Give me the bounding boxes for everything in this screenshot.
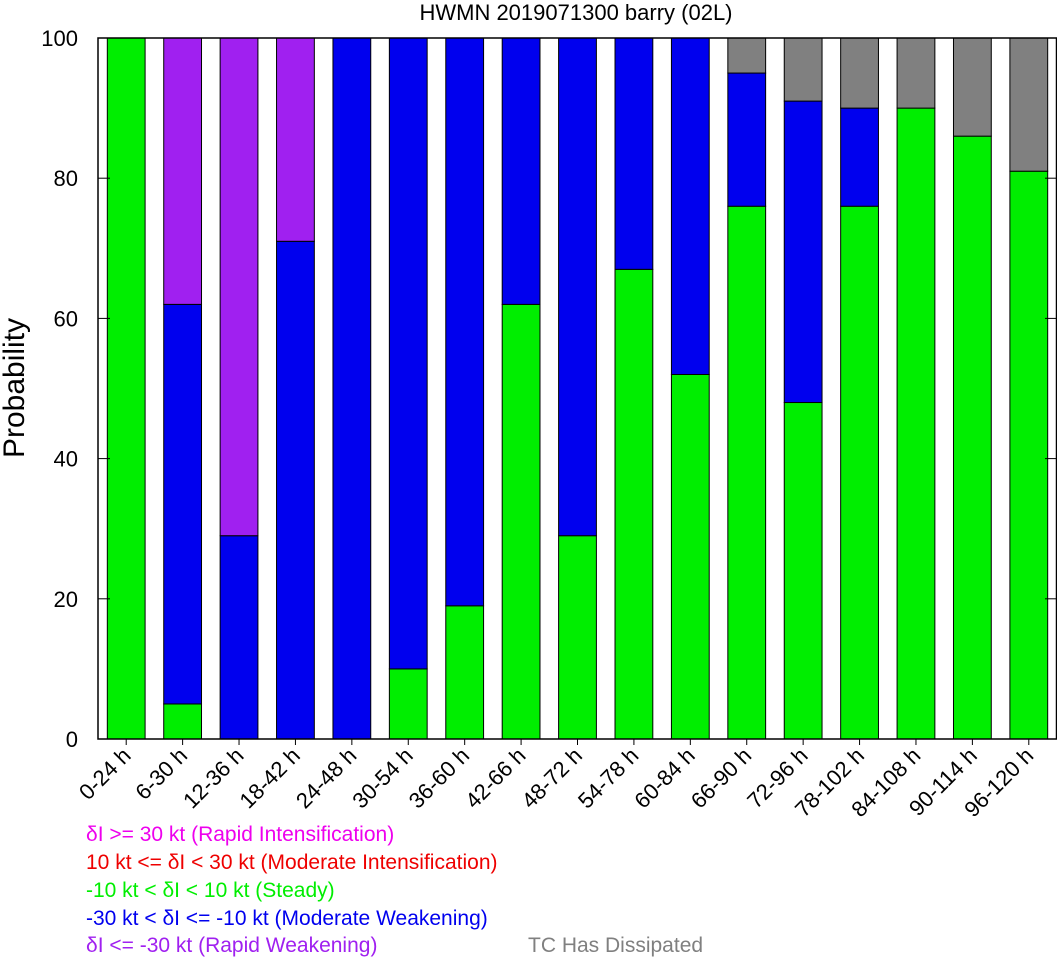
- legend-entry: 10 kt <= δI < 30 kt (Moderate Intensific…: [86, 851, 498, 874]
- bar-segment-9-0: [614, 268, 654, 740]
- y-tick-label: 40: [54, 447, 78, 472]
- bar-segment-6-0: [445, 605, 485, 740]
- bar-segment-12-3: [783, 37, 823, 102]
- bar-segment-11-1: [727, 72, 767, 207]
- bar-segment-4-1: [332, 37, 372, 740]
- legend-entry: δI >= 30 kt (Rapid Intensification): [86, 823, 394, 846]
- x-tick-label: 36-60 h: [404, 743, 474, 813]
- legend: δI >= 30 kt (Rapid Intensification) 10 kt…: [86, 823, 703, 957]
- x-tick-label: 12-36 h: [178, 743, 248, 813]
- bar-segment-12-1: [783, 100, 823, 404]
- bar-segment-1-0: [163, 703, 203, 740]
- bar-segment-15-3: [952, 37, 992, 137]
- bar-segment-10-1: [670, 37, 710, 375]
- x-tick-label: 0-24 h: [74, 743, 136, 805]
- y-tick-label: 60: [54, 306, 78, 331]
- bar-segment-14-0: [896, 107, 936, 740]
- bar-segment-2-1: [219, 535, 259, 740]
- bar-segment-12-0: [783, 402, 823, 740]
- bar-segment-14-3: [896, 37, 936, 109]
- x-tick-label: 60-84 h: [629, 743, 699, 813]
- legend-entry: -30 kt < δI <= -10 kt (Moderate Weakenin…: [86, 907, 488, 930]
- x-tick-label: 42-66 h: [460, 743, 530, 813]
- bars-layer: [106, 37, 1049, 740]
- bar-segment-16-0: [1009, 170, 1049, 740]
- bar-segment-7-1: [501, 37, 541, 305]
- bar-segment-13-3: [840, 37, 879, 109]
- bar-segment-2-2: [219, 37, 259, 537]
- bar-segment-3-2: [276, 37, 315, 242]
- bar-segment-8-1: [558, 37, 597, 537]
- bar-segment-1-1: [163, 303, 203, 705]
- x-tick-label: 66-90 h: [686, 743, 756, 813]
- bar-segment-15-0: [952, 135, 992, 740]
- y-tick-label: 0: [66, 727, 78, 752]
- x-tick-label: 54-78 h: [573, 743, 643, 813]
- legend-entry: δI <= -30 kt (Rapid Weakening): [86, 934, 377, 957]
- bar-segment-0-0: [106, 37, 146, 740]
- y-tick-label: 100: [41, 26, 78, 51]
- y-tick-label: 80: [54, 166, 78, 191]
- x-tick-label: 18-42 h: [235, 743, 305, 813]
- bar-segment-5-1: [388, 37, 428, 670]
- y-tick-label: 20: [54, 587, 78, 612]
- bar-segment-11-3: [727, 37, 767, 74]
- x-tick-label: 24-48 h: [291, 743, 361, 813]
- bar-segment-13-1: [840, 107, 879, 207]
- legend-entry: TC Has Dissipated: [528, 934, 703, 957]
- bar-segment-7-0: [501, 303, 541, 740]
- bar-segment-9-1: [614, 37, 654, 270]
- bar-segment-10-0: [670, 373, 710, 740]
- bar-segment-6-1: [445, 37, 485, 607]
- x-tick-label: 30-54 h: [347, 743, 417, 813]
- bar-segment-5-0: [388, 668, 428, 740]
- bar-segment-16-3: [1009, 37, 1049, 172]
- chart-title: HWMN 2019071300 barry (02L): [419, 0, 732, 25]
- bar-segment-3-1: [276, 240, 315, 740]
- legend-entry: -10 kt < δI < 10 kt (Steady): [86, 879, 335, 902]
- bar-segment-13-0: [840, 205, 879, 740]
- y-axis-label: Probability: [0, 318, 31, 458]
- x-tick-label: 48-72 h: [517, 743, 587, 813]
- bar-segment-1-2: [163, 37, 203, 305]
- bar-segment-11-0: [727, 205, 767, 740]
- bar-segment-8-0: [558, 535, 597, 740]
